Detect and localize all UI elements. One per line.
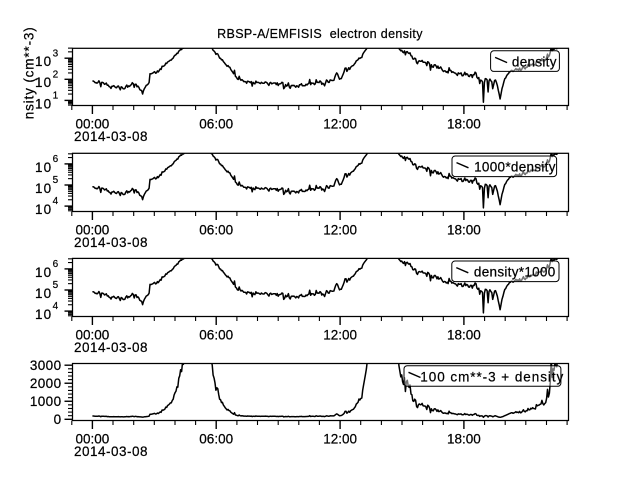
svg-text:06:00: 06:00 [199,117,233,132]
svg-text:2014-03-08: 2014-03-08 [74,235,148,250]
svg-text:10: 10 [35,286,52,301]
svg-text:18:00: 18:00 [447,328,481,343]
svg-text:RBSP-A/EMFISIS electron densi: RBSP-A/EMFISIS electron density [217,27,423,41]
svg-text:4: 4 [53,196,59,207]
svg-text:density (cm**-3): density (cm**-3) [22,26,37,136]
svg-text:2000: 2000 [30,376,62,391]
svg-text:6: 6 [53,154,59,165]
svg-text:10: 10 [35,307,52,322]
svg-text:06:00: 06:00 [199,432,233,447]
svg-text:00:00: 00:00 [76,328,110,343]
svg-text:18:00: 18:00 [447,117,481,132]
svg-text:2014-03-08: 2014-03-08 [74,340,148,355]
svg-text:5: 5 [53,280,59,291]
svg-text:00:00: 00:00 [76,117,110,132]
svg-text:18:00: 18:00 [447,432,481,447]
svg-text:10: 10 [35,96,52,111]
svg-text:12:00: 12:00 [323,328,357,343]
svg-text:2014-03-08: 2014-03-08 [74,129,148,144]
svg-text:10: 10 [35,54,52,69]
svg-text:00:00: 00:00 [76,432,110,447]
svg-text:2: 2 [53,69,59,80]
svg-text:00:00: 00:00 [76,223,110,238]
svg-text:0: 0 [54,412,62,427]
svg-text:1000*density: 1000*density [474,160,556,175]
svg-text:density*1000: density*1000 [474,265,556,280]
svg-text:2014-03-08: 2014-03-08 [74,444,148,459]
svg-text:12:00: 12:00 [323,117,357,132]
svg-text:10: 10 [35,265,52,280]
svg-text:6: 6 [53,259,59,270]
svg-text:1000: 1000 [30,394,62,409]
svg-text:18:00: 18:00 [447,223,481,238]
svg-text:4: 4 [53,301,59,312]
svg-text:1: 1 [53,91,59,102]
svg-text:5: 5 [53,175,59,186]
svg-text:12:00: 12:00 [323,223,357,238]
svg-text:12:00: 12:00 [323,432,357,447]
svg-text:06:00: 06:00 [199,223,233,238]
svg-text:3: 3 [53,48,59,59]
svg-text:10: 10 [35,75,52,90]
svg-text:10: 10 [35,202,52,217]
svg-text:10: 10 [35,160,52,175]
svg-text:06:00: 06:00 [199,328,233,343]
svg-text:3000: 3000 [30,358,62,373]
svg-text:100 cm**-3 + density: 100 cm**-3 + density [420,369,564,384]
svg-text:10: 10 [35,181,52,196]
svg-text:density: density [512,54,557,69]
